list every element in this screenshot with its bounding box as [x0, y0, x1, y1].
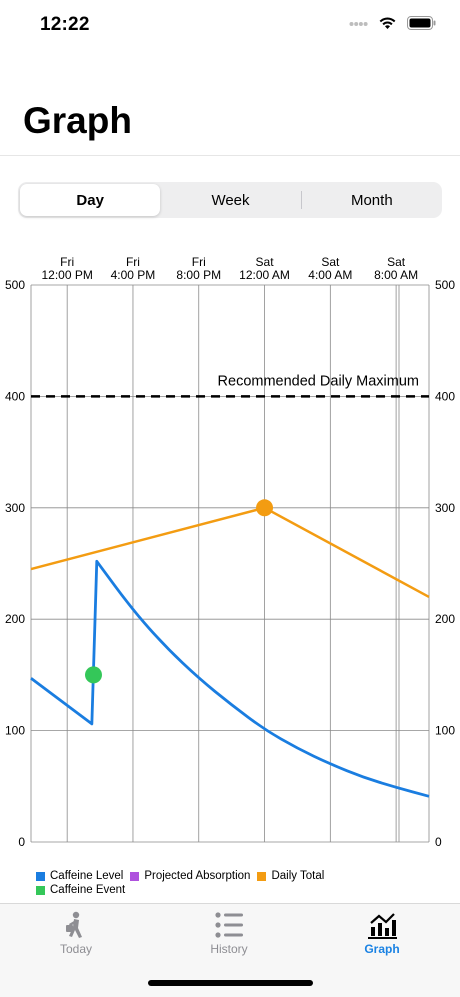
x-tick-label-time: 12:00 AM — [239, 268, 290, 282]
y-tick-label-left: 400 — [5, 389, 25, 403]
chart-icon — [368, 913, 397, 939]
page-title: Graph — [23, 100, 132, 141]
segment-divider — [300, 191, 302, 209]
walking-person-coffee-icon — [66, 911, 82, 938]
segment-month[interactable]: Month — [350, 191, 393, 209]
tab-history-label: History — [210, 942, 248, 956]
y-tick-label-left: 300 — [5, 501, 25, 515]
time-range-segmented-control[interactable]: Day Week Month — [18, 182, 442, 218]
caffeine-level-line — [30, 559, 430, 798]
cellular-signal-icon — [349, 22, 368, 26]
tab-today-label: Today — [59, 942, 93, 956]
y-tick-label-right: 0 — [435, 835, 442, 849]
legend-caffeine-event: Caffeine Event — [36, 884, 125, 896]
daily-total-marker — [256, 499, 274, 517]
x-tick-label-time: 8:00 AM — [374, 268, 418, 282]
x-tick-label-day: Fri — [192, 255, 206, 269]
y-tick-label-left: 500 — [5, 278, 25, 292]
y-tick-label-right: 300 — [435, 501, 455, 515]
legend-swatch-projected-absorption — [130, 871, 140, 881]
y-tick-label-right: 500 — [435, 278, 455, 292]
legend-swatch-caffeine-event — [36, 885, 45, 895]
legend-label-caffeine-event: Caffeine Event — [50, 884, 126, 896]
x-tick-label-time: 4:00 AM — [308, 268, 352, 282]
battery-icon — [407, 16, 436, 30]
legend-projected-absorption: Projected Absorption — [130, 870, 250, 882]
tab-history[interactable]: History — [179, 910, 279, 956]
recommended-max-label: Recommended Daily Maximum — [218, 373, 419, 389]
status-time: 12:22 — [40, 14, 90, 35]
x-tick-label-time: 12:00 PM — [41, 268, 92, 282]
segment-week[interactable]: Week — [211, 191, 250, 209]
y-tick-label-right: 400 — [435, 389, 455, 403]
y-tick-label-left: 200 — [5, 612, 25, 626]
caffeine-event-marker — [84, 666, 102, 684]
tab-graph[interactable]: Graph — [332, 910, 432, 956]
legend-swatch-daily-total — [257, 871, 267, 881]
title-divider — [0, 155, 460, 156]
x-tick-label-day: Sat — [256, 255, 275, 269]
legend-label-daily-total: Daily Total — [271, 870, 325, 882]
tab-graph-label: Graph — [364, 942, 400, 956]
y-tick-label-right: 200 — [435, 612, 455, 626]
home-indicator — [148, 980, 313, 986]
x-tick-label-day: Sat — [321, 255, 340, 269]
y-tick-label-right: 100 — [435, 724, 455, 738]
status-bar: 12:22 — [0, 0, 460, 50]
y-tick-label-left: 100 — [5, 724, 25, 738]
x-tick-label-day: Fri — [60, 255, 74, 269]
legend-daily-total: Daily Total — [257, 870, 324, 882]
status-icons — [349, 16, 436, 30]
y-tick-label-left: 0 — [18, 835, 25, 849]
wifi-icon — [379, 17, 396, 29]
segment-day[interactable]: Day — [20, 184, 161, 216]
list-bullet-icon — [215, 912, 243, 938]
tab-today[interactable]: Today — [26, 910, 126, 956]
legend-caffeine-level: Caffeine Level — [36, 870, 123, 882]
x-tick-label-time: 4:00 PM — [111, 268, 156, 282]
legend-swatch-caffeine-level — [36, 871, 45, 881]
legend-label-caffeine-level: Caffeine Level — [50, 870, 124, 882]
x-tick-label-time: 8:00 PM — [176, 268, 221, 282]
x-tick-label-day: Fri — [126, 255, 140, 269]
legend-label-projected-absorption: Projected Absorption — [144, 870, 251, 882]
daily-total-line — [30, 506, 430, 599]
x-tick-label-day: Sat — [387, 255, 406, 269]
chart-legend: Caffeine Level Projected Absorption Dail… — [36, 870, 331, 898]
